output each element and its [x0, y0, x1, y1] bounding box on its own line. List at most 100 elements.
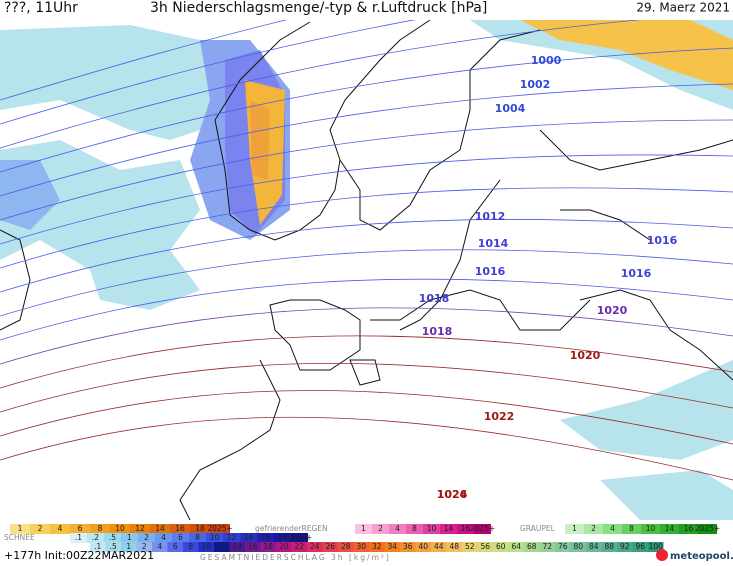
legend-swatch	[138, 533, 155, 543]
snow-label: SCHNEE	[4, 533, 35, 542]
legend-swatch	[274, 533, 291, 543]
legend-swatch	[622, 524, 641, 534]
legend-swatch	[565, 524, 584, 534]
logo-icon	[656, 549, 668, 561]
legend-tick: 36	[403, 542, 413, 551]
legend-tick: 2025+	[470, 524, 495, 533]
legend-swatch	[291, 542, 307, 552]
run-info: +177h Init:00Z22MAR2021	[4, 549, 154, 562]
legend-swatch	[355, 524, 372, 534]
isobar-label: 1016	[475, 265, 506, 278]
legend-tick: 100	[649, 542, 664, 551]
isobar-label: 1018	[419, 292, 450, 305]
legend-tick: 6	[178, 533, 183, 542]
legend-swatch	[172, 533, 189, 543]
legend-swatch	[440, 524, 457, 534]
legend-tick: 52	[465, 542, 475, 551]
isobar	[0, 154, 733, 245]
legend-tick: 14	[232, 542, 242, 551]
legend-swatch	[586, 542, 602, 552]
isobar-label: 1016	[621, 267, 652, 280]
legend-swatch	[555, 542, 571, 552]
legend-tick: 18	[263, 542, 273, 551]
legend-swatch	[584, 524, 603, 534]
legend-tick: 2	[144, 533, 149, 542]
isobar	[0, 249, 733, 317]
legend-tick: 40	[418, 542, 428, 551]
legend-tick: 64	[511, 542, 521, 551]
legend-swatch	[170, 524, 190, 534]
legend-tick: 10	[427, 524, 437, 533]
isobar	[0, 11, 733, 149]
legend-swatch	[477, 542, 493, 552]
isobar-label: 1026	[437, 488, 468, 501]
legend-tick: 60	[496, 542, 506, 551]
legend-swatch	[372, 524, 389, 534]
legend-swatch	[214, 542, 230, 552]
legend-tick: 92	[620, 542, 630, 551]
legend-tick: 26	[325, 542, 335, 551]
legend-swatch	[136, 542, 152, 552]
legend-swatch	[679, 524, 698, 534]
legend-tick: 6	[173, 542, 178, 551]
legend-swatch	[415, 542, 431, 552]
legend-swatch	[257, 533, 274, 543]
isobar	[0, 219, 733, 293]
legend-swatch	[601, 542, 617, 552]
legend-swatch	[110, 524, 130, 534]
legend-tick: 48	[449, 542, 459, 551]
legend-tick: 16	[461, 524, 471, 533]
isobars	[0, 0, 733, 481]
legend-swatch	[648, 542, 664, 552]
legend-swatch	[462, 542, 478, 552]
legend-swatch	[189, 533, 206, 543]
legend-tick: 28	[341, 542, 351, 551]
legend-swatch	[104, 533, 121, 543]
legend-swatch	[50, 524, 70, 534]
isobar	[0, 47, 733, 173]
legend-swatch	[150, 524, 170, 534]
legend-tick: 4	[157, 542, 162, 551]
legend-swatch	[369, 542, 385, 552]
legend-tick: 72	[542, 542, 552, 551]
isobar-label: 1024	[437, 488, 468, 501]
graupel-label: GRAUPEL	[520, 524, 556, 533]
legend-swatch	[152, 542, 168, 552]
legend-swatch	[474, 524, 491, 534]
legend-tick: 10	[646, 524, 656, 533]
legend-tick: 12	[217, 542, 227, 551]
header-bar	[0, 0, 733, 20]
legend-swatch	[400, 542, 416, 552]
isobar-label: 1014	[478, 237, 509, 250]
isobar-label: 1020	[570, 349, 601, 362]
legend-tick: 8	[629, 524, 634, 533]
legend-swatch	[570, 542, 586, 552]
isobar	[0, 119, 733, 221]
legend-swatch	[210, 524, 230, 534]
legend-tick: .2	[92, 533, 99, 542]
legend-tick: 84	[589, 542, 599, 551]
legend-swatch	[617, 542, 633, 552]
isobar-label: 1012	[475, 210, 506, 223]
isobar-label: 1016	[647, 234, 678, 247]
isobar-label: 1020	[597, 304, 628, 317]
legend-swatch	[539, 542, 555, 552]
legend-tick: 8	[98, 524, 103, 533]
legend-swatch	[198, 542, 214, 552]
legend-swatch	[276, 542, 292, 552]
header-left: ???, 11Uhr	[4, 0, 78, 16]
legend-tick: 8	[188, 542, 193, 551]
legend-tick: 14	[444, 524, 454, 533]
legend-swatch	[206, 533, 223, 543]
legend-swatch	[245, 542, 261, 552]
legend-swatch	[190, 524, 210, 534]
legend-swatch	[291, 533, 308, 543]
legend-swatch	[493, 542, 509, 552]
legend-tick: 8	[195, 533, 200, 542]
legend-tick: 6	[78, 524, 83, 533]
isobar-label: 1004	[495, 102, 526, 115]
legend-tick: 44	[434, 542, 444, 551]
legend-tick: 4	[610, 524, 615, 533]
legend-swatch	[87, 533, 104, 543]
